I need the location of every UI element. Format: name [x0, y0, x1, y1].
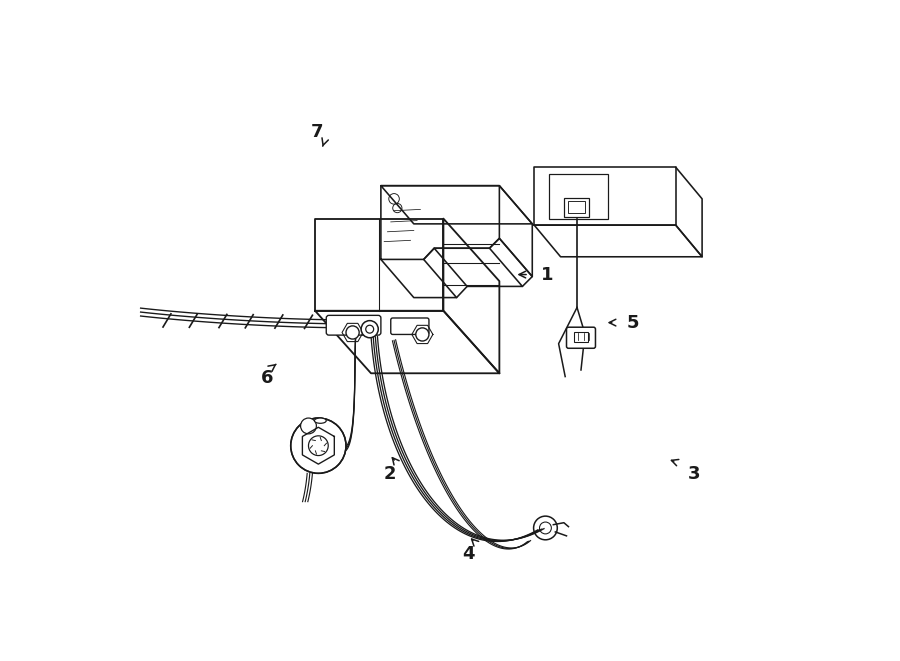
Text: 5: 5 [626, 313, 639, 332]
Ellipse shape [314, 418, 327, 423]
Text: 2: 2 [383, 465, 396, 483]
Circle shape [361, 321, 378, 338]
Bar [573, 332, 589, 342]
Text: 7: 7 [310, 123, 323, 141]
Circle shape [346, 326, 359, 339]
Circle shape [416, 328, 429, 341]
FancyBboxPatch shape [391, 318, 429, 334]
Text: 4: 4 [463, 545, 474, 563]
Circle shape [301, 418, 317, 434]
Text: 6: 6 [261, 369, 274, 387]
FancyBboxPatch shape [566, 327, 596, 348]
Bar [549, 174, 608, 219]
Text: 3: 3 [688, 465, 701, 483]
Text: 1: 1 [541, 266, 554, 284]
FancyBboxPatch shape [327, 315, 381, 335]
Circle shape [291, 418, 346, 473]
Bar [564, 198, 589, 217]
Bar [568, 202, 585, 214]
Circle shape [309, 436, 328, 455]
